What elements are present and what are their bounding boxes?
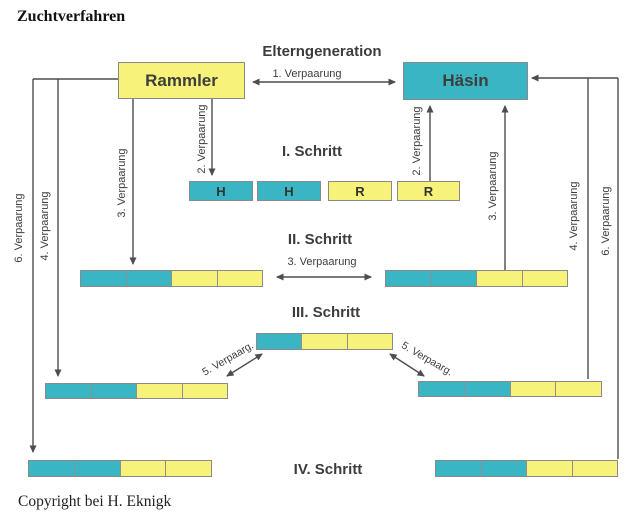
step3-bar-center	[256, 333, 393, 350]
verpaarung4-left-label: 4. Verpaarung	[39, 191, 51, 261]
offspring-box-r2: R	[397, 181, 460, 201]
step3-bar-left	[45, 383, 228, 399]
offspring-box-h2: H	[257, 181, 321, 201]
step4-label: IV. Schritt	[293, 461, 363, 478]
bar-cell-teal	[386, 271, 432, 286]
bar-cell-yellow	[522, 271, 567, 286]
step2-label: II. Schritt	[287, 231, 353, 248]
bar-cell-teal	[81, 271, 127, 286]
bar-cell-teal	[419, 382, 465, 396]
offspring-box-r1: R	[328, 181, 392, 201]
verpaarung5-left-label: 5. Verpaarg.	[200, 339, 256, 379]
step3-bar-right	[418, 381, 602, 397]
bar-cell-yellow	[347, 334, 392, 349]
bar-cell-yellow	[510, 382, 557, 396]
bar-cell-teal	[257, 334, 303, 349]
bar-cell-yellow	[477, 271, 523, 286]
verpaarung1-label: 1. Verpaarung	[272, 68, 342, 80]
step2-bar-left	[80, 270, 263, 287]
bar-cell-teal	[29, 461, 75, 476]
bar-cell-yellow	[172, 271, 218, 286]
verpaarung6-left-label: 6. Verpaarung	[13, 193, 25, 263]
verpaarung3-right-label: 3. Verpaarung	[487, 151, 499, 221]
bar-cell-yellow	[572, 461, 617, 476]
bar-cell-teal	[46, 384, 92, 398]
step4-bar-left	[28, 460, 212, 477]
bar-cell-yellow	[217, 271, 262, 286]
copyright-text: Copyright bei H. Eknigk	[18, 493, 172, 510]
bar-cell-yellow	[137, 384, 183, 398]
verpaarung4-right-label: 4. Verpaarung	[568, 181, 580, 251]
verpaarung3-middle-label: 3. Verpaarung	[287, 256, 357, 268]
step1-label: I. Schritt	[281, 143, 342, 160]
step2-bar-right	[385, 270, 568, 287]
bar-cell-teal	[126, 271, 172, 286]
haesin-label: Häsin	[442, 71, 489, 90]
verpaarung2-right-label: 2. Verpaarung	[411, 106, 423, 176]
bar-cell-teal	[431, 271, 477, 286]
bar-cell-yellow	[182, 384, 227, 398]
bar-cell-teal	[436, 461, 482, 476]
bar-cell-teal	[481, 461, 527, 476]
generation-heading: Elterngeneration	[262, 43, 382, 60]
offspring-box-h1: H	[189, 181, 253, 201]
rammler-box: Rammler	[118, 62, 245, 99]
rammler-label: Rammler	[145, 70, 218, 90]
bar-cell-teal	[74, 461, 121, 476]
step3-label: III. Schritt	[291, 304, 361, 321]
verpaarung3-left-label: 3. Verpaarung	[116, 148, 128, 218]
page-title: Zuchtverfahren	[17, 8, 126, 25]
haesin-box: Häsin	[403, 62, 528, 100]
bar-cell-yellow	[527, 461, 573, 476]
verpaarung5-right-label: 5. Verpaarg.	[399, 339, 455, 379]
bar-cell-teal	[91, 384, 137, 398]
step4-bar-right	[435, 460, 618, 477]
verpaarung6-right-label: 6. Verpaarung	[600, 186, 612, 256]
bar-cell-yellow	[556, 382, 601, 396]
bar-cell-yellow	[302, 334, 348, 349]
bar-cell-teal	[464, 382, 511, 396]
verpaarung2-left-label: 2. Verpaarung	[196, 104, 208, 174]
bar-cell-yellow	[120, 461, 167, 476]
bar-cell-yellow	[166, 461, 211, 476]
